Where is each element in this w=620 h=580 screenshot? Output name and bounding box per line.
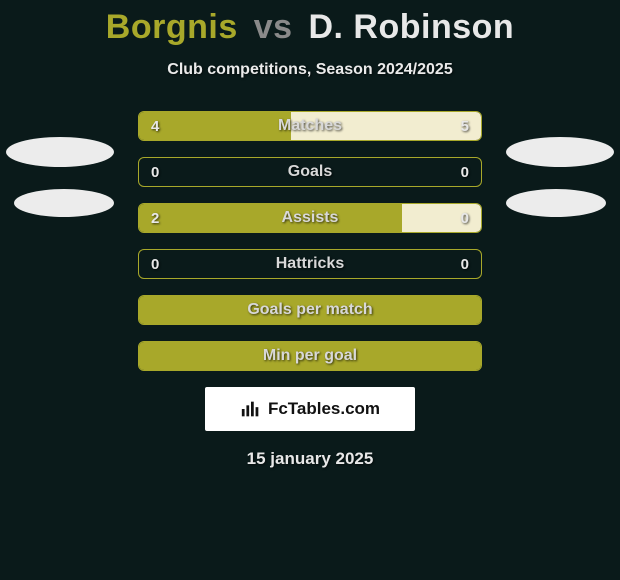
stat-label: Hattricks — [139, 250, 481, 278]
chart-icon — [240, 398, 262, 420]
stats-arena: Matches45Goals00Assists20Hattricks00Goal… — [0, 111, 620, 469]
player1-club-placeholder — [14, 189, 114, 217]
stat-value-left: 0 — [151, 158, 159, 186]
snapshot-date: 15 january 2025 — [0, 449, 620, 469]
player1-avatar-placeholder — [6, 137, 114, 167]
subtitle: Club competitions, Season 2024/2025 — [0, 61, 620, 79]
comparison-title: Borgnis vs D. Robinson — [0, 0, 620, 47]
stat-value-left: 4 — [151, 112, 159, 140]
stat-value-left: 0 — [151, 250, 159, 278]
stat-value-right: 0 — [461, 204, 469, 232]
stat-bar: Goals0 0 — [138, 157, 482, 187]
stat-value-right: 5 — [461, 112, 469, 140]
stat-bar: Goals per match — [138, 295, 482, 325]
player2-club-placeholder — [506, 189, 606, 217]
stat-bar: Min per goal — [138, 341, 482, 371]
stat-bar: Matches4 5 — [138, 111, 482, 141]
logo-text: FcTables.com — [268, 399, 380, 419]
stat-label: Matches — [139, 112, 481, 140]
player2-avatar-placeholder — [506, 137, 614, 167]
vs-word: vs — [254, 8, 293, 46]
stat-label: Goals — [139, 158, 481, 186]
stat-label: Min per goal — [139, 342, 481, 370]
stat-label: Goals per match — [139, 296, 481, 324]
stat-bar: Assists2 0 — [138, 203, 482, 233]
stat-bars-container: Matches45Goals00Assists20Hattricks00Goal… — [138, 111, 482, 371]
stat-bar: Hattricks0 0 — [138, 249, 482, 279]
stat-value-left: 2 — [151, 204, 159, 232]
stat-value-right: 0 — [461, 250, 469, 278]
player2-name: D. Robinson — [308, 8, 514, 46]
stat-label: Assists — [139, 204, 481, 232]
site-logo-badge: FcTables.com — [205, 387, 415, 431]
stat-value-right: 0 — [461, 158, 469, 186]
player1-name: Borgnis — [106, 8, 238, 46]
